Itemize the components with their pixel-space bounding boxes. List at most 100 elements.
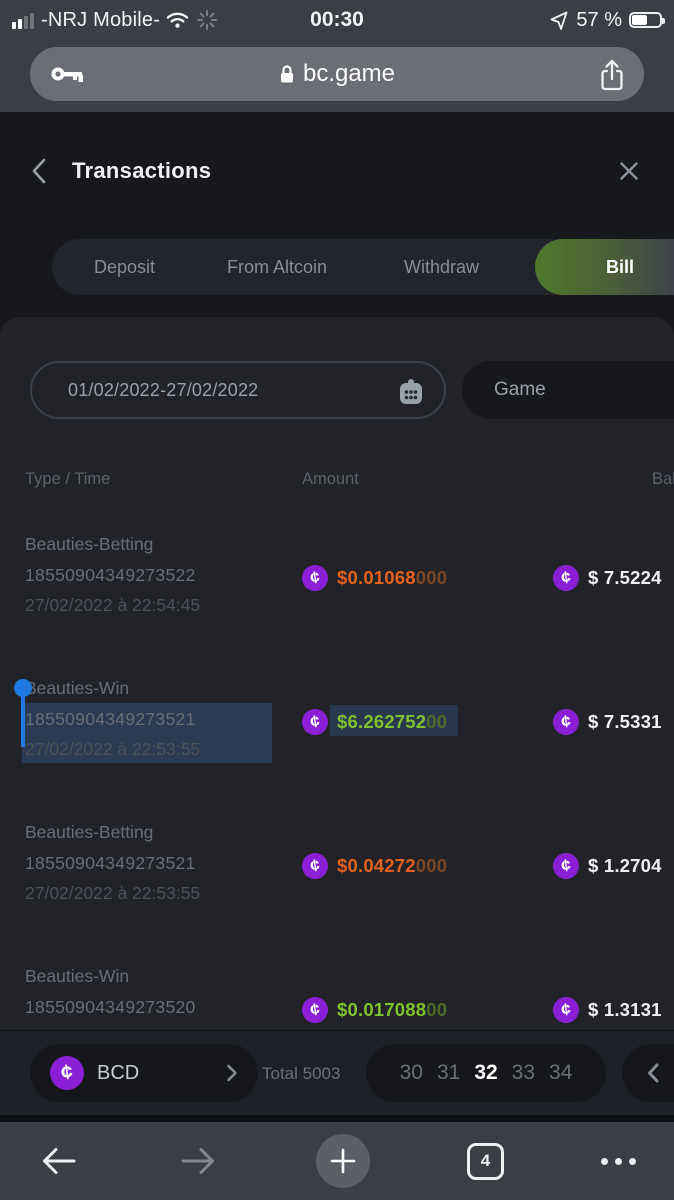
amount-trailing-zeros: 00: [426, 711, 448, 732]
table-row[interactable]: Beauties-Win 18550904349273521 27/02/202…: [0, 669, 674, 813]
more-dots-icon[interactable]: [601, 1157, 636, 1165]
transactions-list: Beauties-Betting 18550904349273522 27/02…: [0, 525, 674, 1030]
table-row[interactable]: Beauties-Betting 18550904349273521 27/02…: [0, 813, 674, 957]
battery-percent-label: 57 %: [576, 8, 622, 31]
bcd-coin-icon: ¢: [551, 707, 581, 737]
wifi-icon: [166, 12, 189, 28]
transaction-id: 18550904349273520: [25, 997, 196, 1017]
table-row[interactable]: Beauties-Win 18550904349273520 27/02/202…: [0, 957, 674, 1030]
amount-cell: ¢ $0.01708800: [300, 995, 448, 1025]
tab-switcher-icon[interactable]: 4: [467, 1142, 504, 1180]
balance-cell: ¢ $ 7.5224: [551, 563, 662, 593]
location-arrow-icon: [551, 11, 568, 30]
bcd-coin-icon: ¢: [551, 995, 581, 1025]
page-title: Transactions: [72, 158, 212, 183]
coin-selector[interactable]: ¢ BCD: [30, 1044, 258, 1102]
amount-cell: ¢ $0.04272000: [300, 851, 448, 881]
tab-bar: Deposit From Altcoin Withdraw Bill: [52, 239, 674, 295]
plus-icon: [330, 1148, 356, 1174]
date-range-input[interactable]: 01/02/2022-27/02/2022: [30, 361, 446, 419]
col-balance: Balance: [652, 470, 674, 488]
page-button-31[interactable]: 31: [436, 1061, 461, 1084]
carrier-label: -NRJ Mobile-: [41, 8, 161, 31]
new-tab-button[interactable]: [316, 1134, 370, 1188]
browser-nav-bar: 4: [0, 1122, 674, 1200]
table-row[interactable]: Beauties-Betting 18550904349273522 27/02…: [0, 525, 674, 669]
prev-page-button[interactable]: [622, 1044, 674, 1102]
amount-value: $0.04272: [337, 855, 416, 876]
bcd-coin-icon: ¢: [551, 851, 581, 881]
calendar-icon[interactable]: [398, 378, 424, 406]
amount-trailing-zeros: 00: [426, 999, 448, 1020]
balance-value: $ 1.2704: [588, 855, 662, 876]
key-icon[interactable]: [50, 64, 86, 84]
transaction-type: Beauties-Betting: [25, 822, 154, 842]
tab-count-label: 4: [480, 1151, 491, 1170]
bcd-coin-icon: ¢: [551, 563, 581, 593]
coin-label: BCD: [97, 1061, 140, 1084]
selection-handle[interactable]: [14, 679, 32, 747]
game-select[interactable]: Game: [462, 361, 674, 419]
page-button-34[interactable]: 34: [549, 1061, 573, 1084]
lock-icon: [280, 65, 293, 83]
amount-value: $0.017088: [337, 999, 427, 1020]
transaction-type: Beauties-Betting: [25, 534, 154, 554]
date-range-value: 01/02/2022-27/02/2022: [68, 379, 259, 400]
amount-trailing-zeros: 000: [415, 567, 448, 588]
page-button-33[interactable]: 33: [511, 1061, 536, 1084]
browser-toolbar: bc.game: [0, 40, 674, 112]
balance-cell: ¢ $ 1.2704: [551, 851, 662, 881]
tab-deposit[interactable]: Deposit: [94, 257, 156, 277]
chevron-right-icon: [226, 1063, 238, 1083]
amount-cell: ¢ $0.01068000: [300, 563, 448, 593]
divider: [0, 1115, 674, 1122]
text-selection-highlight: [22, 703, 272, 763]
pagination: 30 31 32 33 34: [366, 1044, 606, 1102]
total-count-label: Total 5003: [262, 1064, 341, 1083]
balance-value: $ 1.3131: [588, 999, 662, 1020]
transaction-time: 27/02/2022 à 22:53:55: [25, 1027, 200, 1030]
amount-trailing-zeros: 000: [415, 855, 448, 876]
address-bar[interactable]: bc.game: [30, 47, 644, 101]
chevron-left-icon: [648, 1063, 659, 1083]
transaction-time: 27/02/2022 à 22:53:55: [25, 739, 201, 759]
bcd-coin-icon: ¢: [300, 563, 330, 593]
transaction-time: 27/02/2022 à 22:53:55: [25, 883, 201, 903]
text-selection-highlight: [330, 705, 458, 736]
amount-cell: ¢ $6.26275200: [300, 707, 448, 737]
tab-bill[interactable]: Bill: [535, 239, 674, 295]
url-label: bc.game: [302, 60, 396, 87]
balance-cell: ¢ $ 7.5331: [551, 707, 662, 737]
page-button-32[interactable]: 32: [474, 1061, 498, 1084]
bcd-coin-icon: ¢: [300, 995, 330, 1025]
transaction-id: 18550904349273521: [25, 709, 196, 729]
tab-withdraw[interactable]: Withdraw: [404, 257, 480, 277]
balance-value: $ 7.5224: [588, 567, 662, 588]
close-icon[interactable]: [614, 156, 644, 186]
amount-value: $0.01068: [337, 567, 416, 588]
game-select-value: Game: [494, 379, 546, 400]
col-type-time: Type / Time: [25, 470, 111, 488]
web-content: Transactions Deposit From Altcoin Withdraw…: [0, 112, 674, 1122]
amount-value: $6.262752: [337, 711, 427, 732]
forward-arrow-icon[interactable]: [177, 1141, 219, 1181]
transactions-panel: 01/02/2022-27/02/2022 Game Type / Time A…: [0, 317, 674, 1115]
footer-bar: ¢ BCD Total 5003 30 31 32 33 34: [0, 1030, 674, 1115]
transaction-id: 18550904349273522: [25, 565, 196, 585]
back-chevron-icon[interactable]: [30, 156, 48, 186]
transaction-time: 27/02/2022 à 22:54:45: [25, 595, 201, 615]
page-button-30[interactable]: 30: [399, 1061, 423, 1084]
clock-label: 00:30: [310, 8, 364, 31]
network-activity-spinner-icon: [197, 10, 218, 30]
signal-strength-icon: [12, 12, 34, 29]
balance-value: $ 7.5331: [588, 711, 662, 732]
share-icon[interactable]: [598, 58, 626, 92]
col-amount: Amount: [302, 470, 359, 488]
bcd-coin-icon: ¢: [300, 851, 330, 881]
battery-icon: [629, 12, 665, 28]
bcd-coin-icon: ¢: [47, 1053, 87, 1093]
tab-from-altcoin[interactable]: From Altcoin: [227, 257, 328, 277]
transaction-type: Beauties-Win: [25, 966, 130, 986]
back-arrow-icon[interactable]: [38, 1141, 80, 1181]
balance-cell: ¢ $ 1.3131: [551, 995, 662, 1025]
